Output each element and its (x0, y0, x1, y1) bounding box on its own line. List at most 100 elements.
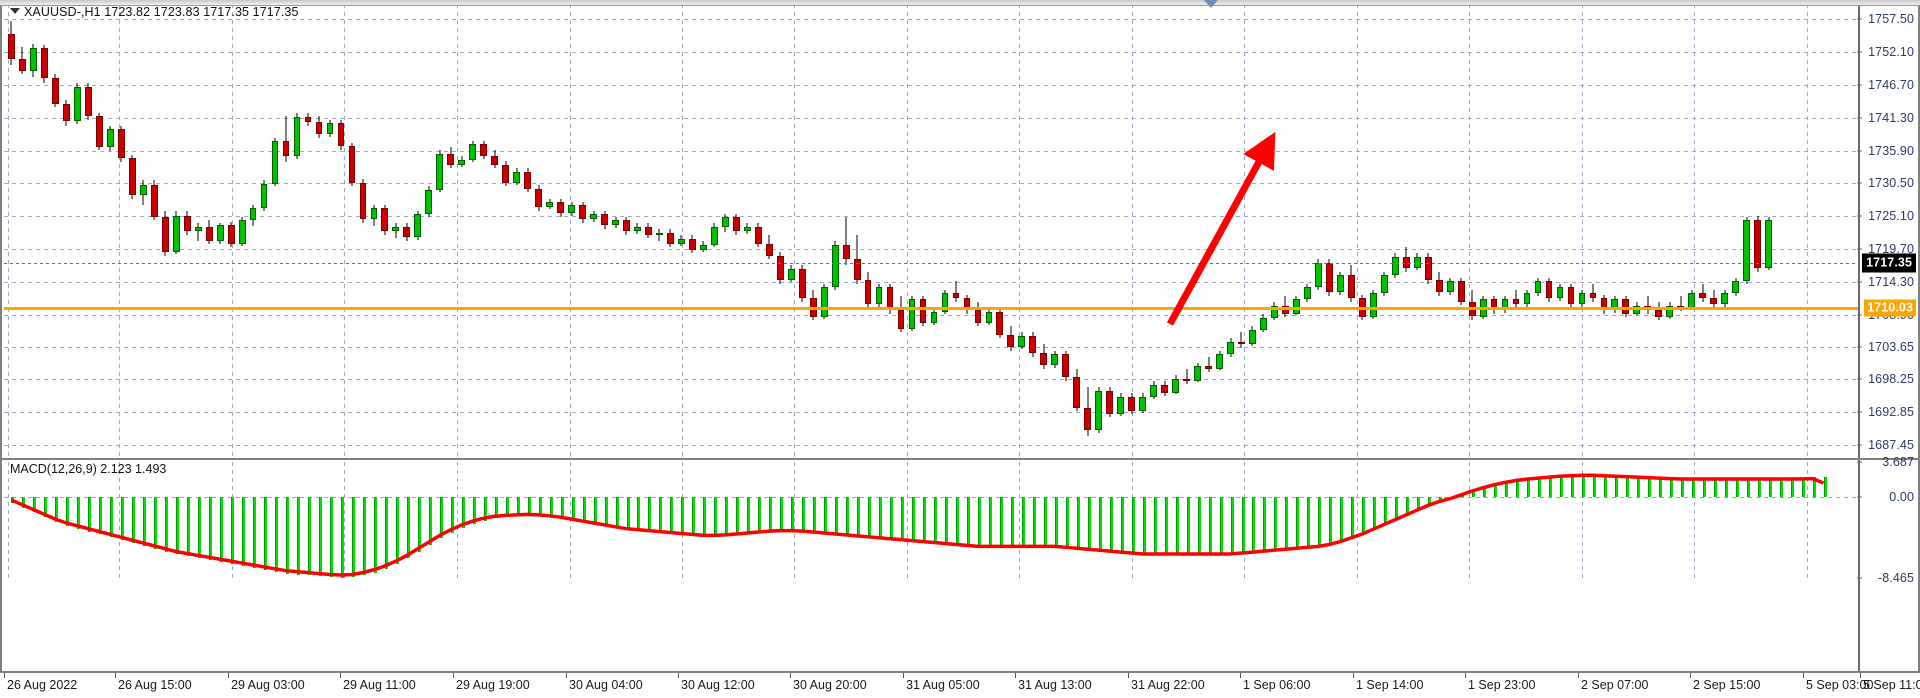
macd-histogram-bar (758, 497, 762, 533)
candle-body-bearish (304, 117, 312, 122)
candle-body-bearish (84, 86, 92, 116)
gridline-h (4, 379, 1860, 381)
macd-plot-area[interactable] (4, 462, 1860, 578)
macd-histogram-bar (1285, 497, 1289, 550)
candlestick (699, 4, 707, 460)
candle-body-bearish (1325, 263, 1333, 293)
macd-histogram-bar (1516, 480, 1520, 498)
candlestick (1084, 4, 1092, 460)
candle-wick (856, 235, 858, 284)
candle-body-bullish (985, 311, 993, 323)
macd-histogram-bar (516, 497, 520, 516)
candlestick (1183, 4, 1190, 460)
candlestick (370, 4, 378, 460)
candlestick (19, 4, 26, 460)
top-scroll-strip[interactable] (0, 0, 1920, 6)
candlestick (798, 4, 806, 460)
candle-body-bullish (414, 214, 422, 238)
candlestick (842, 4, 850, 460)
macd-histogram-bar (1252, 497, 1256, 553)
candle-body-bullish (139, 185, 147, 195)
gridline-h (4, 249, 1860, 250)
candle-body-bullish (721, 216, 729, 227)
time-axis-label: 2 Sep 07:00 (1581, 678, 1649, 692)
macd-histogram-bar (1724, 478, 1728, 498)
candlestick (853, 4, 861, 460)
candle-body-bearish (974, 310, 982, 323)
macd-histogram-bar (1570, 474, 1574, 498)
candle-body-bullish (1303, 287, 1311, 300)
macd-indicator-panel[interactable]: 3.687 0.00 -8.465 MACD(12,26,9) 2.123 1.49… (0, 455, 1920, 673)
candle-body-bearish (952, 293, 960, 299)
gridline-h (4, 216, 1860, 218)
candle-body-bearish (1183, 378, 1190, 381)
macd-histogram-bar (593, 497, 597, 524)
macd-histogram-bar (1680, 478, 1684, 498)
macd-histogram-bar (275, 497, 279, 572)
gridline-v (8, 462, 9, 578)
candlestick (1249, 4, 1256, 460)
candlestick (1490, 4, 1498, 460)
candlestick (392, 4, 400, 460)
candle-body-bearish (1073, 377, 1081, 408)
candlestick (568, 4, 575, 460)
price-axis-label: 1725.10 (1868, 209, 1914, 224)
candlestick (1018, 4, 1026, 460)
macd-histogram-bar (1801, 477, 1805, 498)
macd-histogram-bar (44, 497, 48, 518)
macd-header-text: MACD(12,26,9) 2.123 1.493 (10, 462, 167, 476)
candle-body-bullish (678, 238, 685, 244)
candle-body-bearish (19, 58, 26, 71)
candle-wick (1515, 289, 1517, 308)
candlestick (1710, 4, 1718, 460)
candle-wick (1647, 295, 1649, 315)
candle-body-bullish (513, 171, 521, 183)
macd-histogram-bar (1483, 487, 1487, 498)
macd-histogram-bar (1153, 497, 1157, 555)
price-tick (1857, 84, 1862, 86)
candlestick (227, 4, 235, 460)
gridline-v (1694, 4, 1695, 460)
time-axis[interactable]: 26 Aug 2022 26 Aug 15:00 29 Aug 03:00 29 Au… (0, 673, 1920, 698)
macd-histogram-bar (527, 497, 531, 515)
candlestick (985, 4, 993, 460)
candle-wick (1702, 283, 1704, 302)
price-axis[interactable]: 1757.50 1752.10 1746.70 1741.30 1735.90 1730.… (1857, 2, 1918, 460)
macd-histogram-bar (494, 497, 498, 519)
gridline-v (8, 4, 9, 460)
candlestick (590, 4, 597, 460)
candlestick (754, 4, 762, 460)
candlestick (1765, 4, 1773, 460)
candlestick (667, 4, 674, 460)
price-chart-panel[interactable]: 1757.50 1752.10 1746.70 1741.30 1735.90 1730.… (0, 0, 1920, 460)
candle-body-bullish (612, 220, 619, 226)
time-tick (1803, 673, 1804, 678)
macd-histogram-bar (1472, 491, 1476, 498)
macd-histogram-bar (1614, 475, 1618, 498)
horizontal-level-line[interactable] (4, 306, 1860, 310)
price-plot-area[interactable] (4, 4, 1860, 460)
candle-body-bullish (425, 190, 433, 215)
macd-histogram-bar (1428, 497, 1432, 506)
candlestick (579, 4, 586, 460)
macd-histogram-bar (121, 497, 125, 541)
time-tick (1015, 673, 1016, 678)
macd-histogram-bar (450, 497, 454, 533)
candlestick (1073, 4, 1081, 460)
gridline-h (4, 412, 1860, 414)
triangle-down-icon[interactable] (10, 8, 20, 14)
macd-histogram-bar (637, 497, 641, 531)
candle-body-bearish (348, 146, 356, 183)
gridline-v (1807, 4, 1808, 460)
candlestick (414, 4, 422, 460)
macd-axis[interactable]: 3.687 0.00 -8.465 (1857, 455, 1918, 671)
candle-body-bearish (1512, 299, 1520, 305)
macd-histogram-bar (461, 497, 465, 528)
macd-histogram-bar (417, 497, 421, 552)
candlestick (1051, 4, 1059, 460)
macd-histogram-bar (1340, 497, 1344, 543)
candlestick (106, 4, 114, 460)
gridline-h (4, 346, 1860, 348)
candle-body-bullish (1633, 305, 1641, 315)
candlestick (502, 4, 510, 460)
